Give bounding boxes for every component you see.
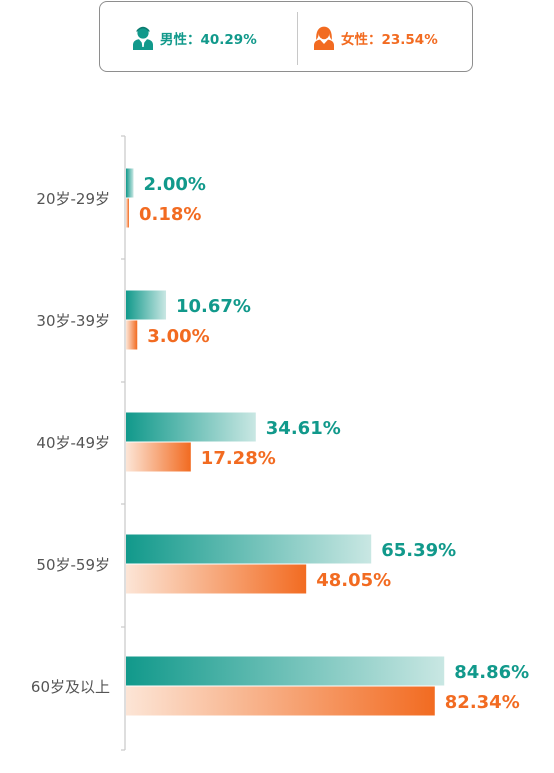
data-label-male: 2.00% <box>144 174 206 195</box>
bar-male <box>126 656 445 686</box>
male-user-icon <box>133 26 153 50</box>
data-label-female: 82.34% <box>445 692 520 713</box>
bar-female <box>126 320 138 350</box>
data-label-male: 34.61% <box>266 418 341 439</box>
data-label-female: 3.00% <box>147 326 209 347</box>
legend-divider <box>297 12 298 65</box>
y-tick-label: 50岁-59岁 <box>36 556 110 574</box>
bar-male <box>126 168 134 198</box>
data-label-female: 0.18% <box>139 204 201 225</box>
bar-female <box>126 564 307 594</box>
data-label-male: 65.39% <box>381 540 456 561</box>
bar-female <box>126 686 435 716</box>
legend-male-label: 男性：40.29% <box>160 31 257 48</box>
bar-male <box>126 290 167 320</box>
y-tick-label: 30岁-39岁 <box>36 312 110 330</box>
legend-item-female: 女性：23.54% <box>313 2 438 73</box>
legend-female-label: 女性：23.54% <box>341 31 438 48</box>
bar-male <box>126 412 256 442</box>
female-user-icon <box>314 26 334 50</box>
legend-item-male: 男性：40.29% <box>132 2 257 73</box>
bar-female <box>126 198 129 228</box>
bar-female <box>126 442 191 472</box>
y-tick-label: 60岁及以上 <box>31 678 110 696</box>
y-tick-label: 40岁-49岁 <box>36 434 110 452</box>
legend-box: 男性：40.29% 女性：23.54% <box>99 1 473 72</box>
bar-male <box>126 534 372 564</box>
data-label-male: 10.67% <box>176 296 251 317</box>
data-label-male: 84.86% <box>454 662 529 683</box>
y-tick-label: 20岁-29岁 <box>36 190 110 208</box>
data-label-female: 48.05% <box>316 570 391 591</box>
data-label-female: 17.28% <box>201 448 276 469</box>
